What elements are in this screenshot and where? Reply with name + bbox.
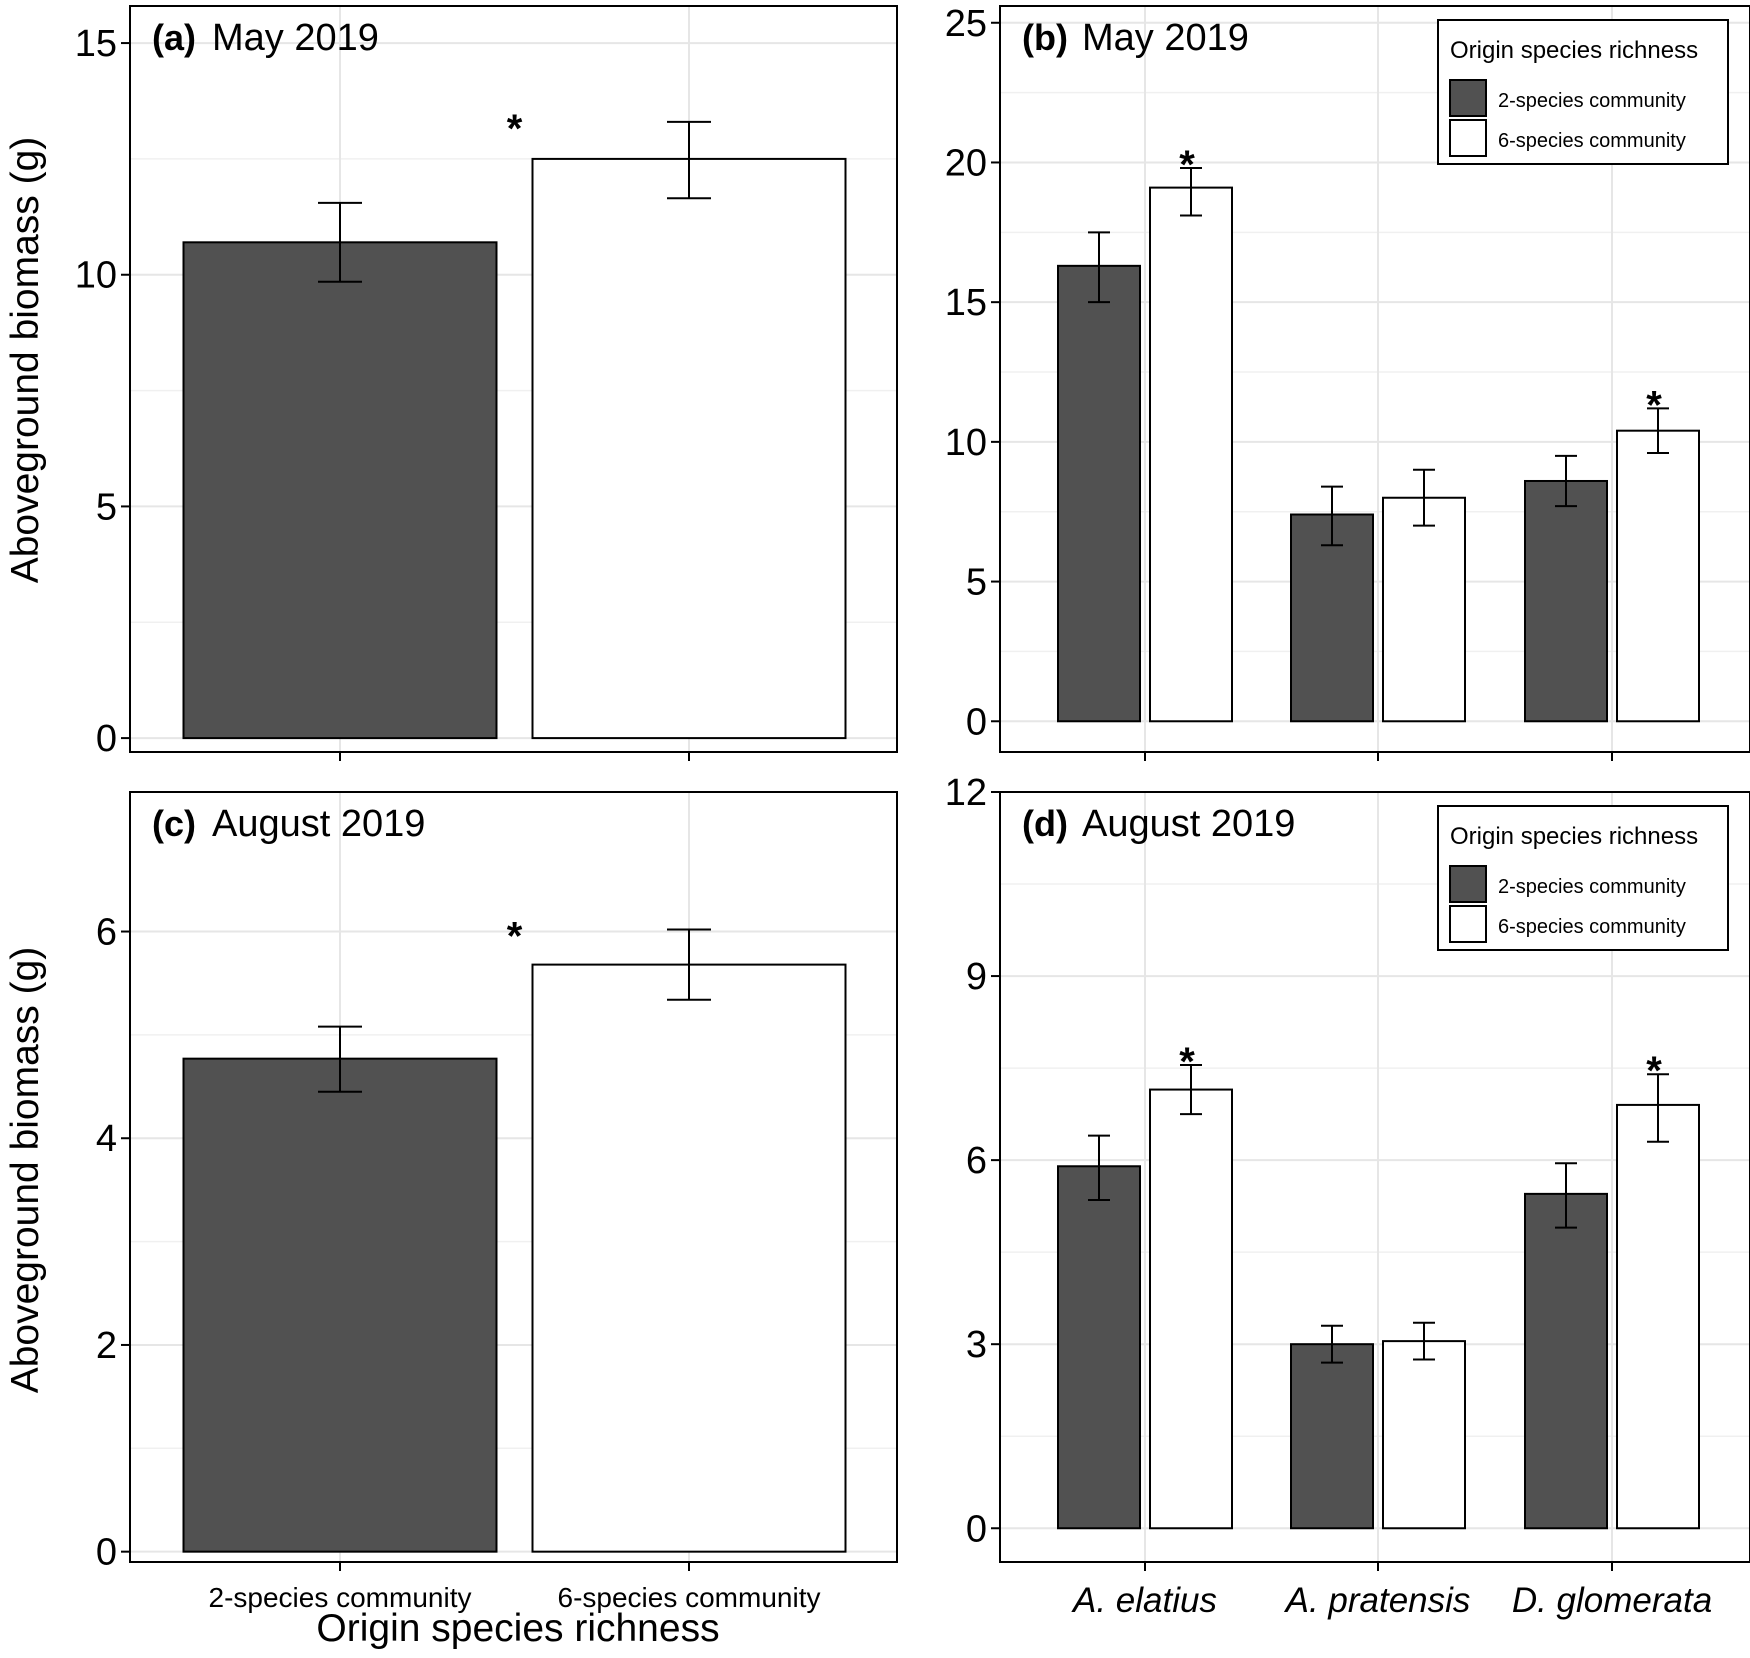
legend-title: Origin species richness: [1450, 37, 1698, 64]
legend-key: [1449, 119, 1487, 157]
panel-border: [999, 791, 1750, 1563]
significance-star: *: [507, 107, 523, 151]
y-tick-label: 0: [96, 718, 117, 760]
x-axis-label-left: Origin species richness: [316, 1607, 719, 1650]
y-tick-label: 20: [945, 142, 987, 184]
x-tick-label: D. glomerata: [1512, 1581, 1712, 1620]
y-tick-label: 5: [96, 486, 117, 528]
legend-label: 2-species community: [1498, 90, 1686, 112]
legend-label: 6-species community: [1498, 916, 1686, 938]
y-tick-label: 3: [966, 1324, 987, 1366]
legend-title: Origin species richness: [1450, 823, 1698, 850]
panel-border: [129, 791, 898, 1563]
bar-2-species: [1524, 1192, 1608, 1530]
panel-title: May 2019: [212, 17, 379, 59]
x-tick-label: A. elatius: [1071, 1581, 1217, 1620]
bar-2-species: [1524, 479, 1608, 723]
bar-2-species: [182, 241, 498, 740]
significance-star: *: [1646, 383, 1662, 427]
bar-2-species: [1290, 513, 1374, 723]
y-tick-label: 6: [966, 1140, 987, 1182]
panel-c: * 0 2 4 6 2-species community 6-species commun…: [96, 791, 898, 1613]
panel-title: August 2019: [212, 803, 425, 845]
panel-tag: (b): [1022, 17, 1068, 58]
panel-title: August 2019: [1082, 803, 1295, 845]
y-tick-label: 2: [96, 1325, 117, 1367]
bar-6-species: [531, 157, 847, 740]
bar-6-species: [1149, 1088, 1233, 1530]
bar-6-species: [531, 963, 847, 1553]
bar-6-species: [1149, 186, 1233, 723]
y-tick-label: 15: [945, 282, 987, 324]
panel-d: * * 0 3 6 9 12 A. elatius A. pratensis D. glomera…: [945, 772, 1750, 1620]
legend-label: 2-species community: [1498, 876, 1686, 898]
panel-a: * 0 5 10 15 (a) May 2019: [75, 5, 898, 761]
bar-6-species: [1616, 429, 1700, 723]
significance-star: *: [507, 914, 523, 958]
y-tick-label: 10: [75, 255, 117, 297]
y-tick-label: 10: [945, 422, 987, 464]
y-tick-label: 4: [96, 1118, 117, 1160]
panel-title: May 2019: [1082, 17, 1249, 59]
x-tick-label: A. pratensis: [1284, 1581, 1471, 1620]
y-tick-label: 0: [96, 1532, 117, 1574]
panel-border: [999, 5, 1750, 753]
panel-tag: (a): [152, 17, 196, 58]
y-tick-label: 15: [75, 23, 117, 65]
y-tick-label: 25: [945, 3, 987, 45]
x-tick-label: 6-species community: [558, 1582, 821, 1613]
y-tick-label: 0: [966, 701, 987, 743]
legend-key: [1449, 905, 1487, 943]
y-tick-label: 0: [966, 1508, 987, 1550]
legend-key: [1449, 79, 1487, 117]
significance-star: *: [1179, 1040, 1195, 1084]
y-tick-label: 9: [966, 956, 987, 998]
bar-2-species: [1057, 1165, 1141, 1530]
x-tick-label: 2-species community: [209, 1582, 472, 1613]
significance-star: *: [1179, 143, 1195, 187]
legend-label: 6-species community: [1498, 130, 1686, 152]
bar-6-species: [1382, 1340, 1466, 1530]
bar-2-species: [1290, 1343, 1374, 1530]
y-tick-label: 12: [945, 772, 987, 814]
bar-6-species: [1382, 496, 1466, 723]
y-tick-label: 6: [96, 912, 117, 954]
bar-6-species: [1616, 1103, 1700, 1530]
significance-star: *: [1646, 1049, 1662, 1093]
panel-tag: (c): [152, 803, 196, 844]
bar-2-species: [182, 1057, 498, 1553]
y-axis-label-bottom: Aboveground biomass (g): [4, 947, 47, 1394]
panel-b: * * 0 5 10 15 20 25 (b) May 2019 Origin species ri…: [945, 3, 1750, 761]
legend-key: [1449, 865, 1487, 903]
panel-border: [129, 5, 898, 753]
panel-tag: (d): [1022, 803, 1068, 844]
y-tick-label: 5: [966, 562, 987, 604]
bar-2-species: [1057, 264, 1141, 723]
y-axis-label-top: Aboveground biomass (g): [4, 137, 47, 584]
